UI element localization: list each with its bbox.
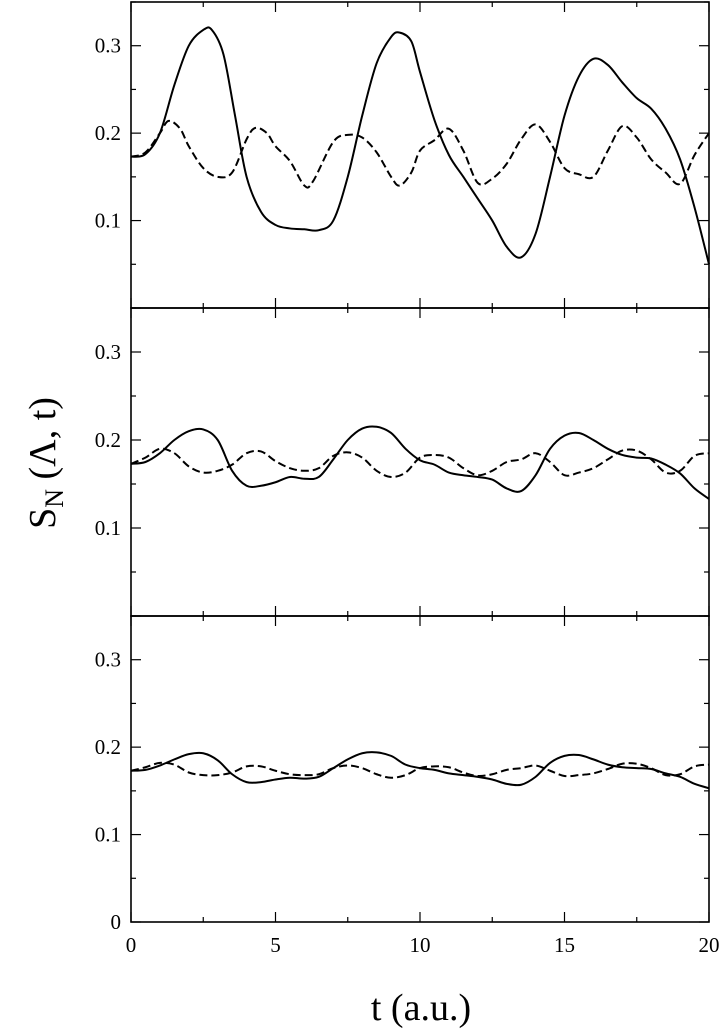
y-axis-label-base: S [22, 508, 64, 529]
y-tick-label-top: 0.2 [95, 121, 121, 145]
y-tick-label-top: 0.3 [95, 34, 121, 58]
panels-group: 0.1 0.2 0.3 0.1 0.2 0.3 0 0.1 0.2 0.3 0 5 10 15 20 [95, 1, 720, 957]
x-tick-label-bottom: 10 [410, 933, 431, 957]
y-axis-label: SN (Λ, t) [22, 397, 69, 529]
y-tick-label-bottom: 0 [111, 910, 122, 934]
series-line-solid-top [130, 26, 710, 265]
y-tick-label-middle: 0.2 [95, 428, 121, 452]
y-tick-label-top: 0.1 [95, 209, 121, 233]
series-line-dashed-middle [130, 447, 710, 478]
y-tick-label-bottom: 0.1 [95, 823, 121, 847]
x-tick-label-bottom: 0 [126, 933, 137, 957]
x-tick-label-bottom: 5 [270, 933, 281, 957]
y-tick-label-middle: 0.3 [95, 340, 121, 364]
series-line-dashed-top [130, 119, 710, 189]
series-line-solid-bottom [130, 751, 710, 790]
panel-bottom: 0 0.1 0.2 0.3 0 5 10 15 20 [95, 615, 720, 957]
series-line-dashed-bottom [130, 761, 710, 779]
y-tick-label-bottom: 0.3 [95, 648, 121, 672]
panel-top-frame [130, 1, 710, 309]
panel-top: 0.1 0.2 0.3 [95, 1, 710, 309]
panel-middle-frame [130, 307, 710, 617]
y-axis-label-rest: (Λ, t) [22, 397, 64, 489]
y-axis-label-subscript: N [40, 489, 69, 508]
y-tick-label-bottom: 0.2 [95, 735, 121, 759]
series-line-solid-middle [130, 425, 710, 500]
y-tick-label-middle: 0.1 [95, 516, 121, 540]
x-axis-label: t (a.u.) [371, 987, 471, 1029]
x-tick-label-bottom: 20 [699, 933, 720, 957]
panel-middle: 0.1 0.2 0.3 [95, 307, 710, 617]
x-tick-label-bottom: 15 [554, 933, 575, 957]
